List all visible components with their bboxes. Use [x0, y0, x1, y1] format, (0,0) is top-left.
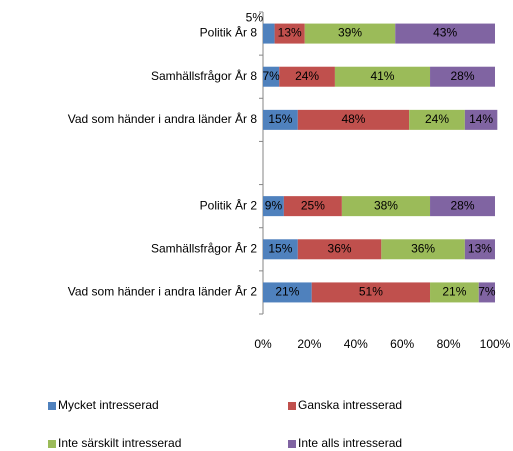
data-label: 13%	[278, 26, 302, 40]
legend-swatch	[48, 402, 56, 410]
category-label: Vad som händer i andra länder År 8	[68, 111, 258, 126]
bar-segment	[464, 109, 498, 130]
bar-segment	[341, 196, 431, 217]
bar-segment	[297, 239, 382, 260]
bar-segment	[274, 23, 305, 44]
legend-swatch	[288, 440, 296, 448]
bar-segment	[430, 282, 479, 303]
x-tick-label: 60%	[390, 337, 414, 351]
data-label: 5%	[246, 11, 264, 25]
bar-segment	[430, 66, 495, 87]
bar-segment	[297, 109, 410, 130]
data-label: 14%	[469, 112, 493, 126]
legend-swatch	[288, 402, 296, 410]
data-label: 25%	[301, 198, 325, 212]
bar-segment	[263, 239, 298, 260]
data-label: 7%	[262, 69, 280, 83]
data-label: 15%	[268, 241, 292, 255]
category-label: Politik År 2	[200, 197, 258, 212]
category-label: Vad som händer i andra länder År 2	[68, 284, 258, 299]
bar-segment	[430, 196, 495, 217]
data-label: 39%	[338, 26, 362, 40]
data-label: 9%	[265, 198, 283, 212]
data-label: 48%	[341, 112, 365, 126]
data-label: 41%	[370, 69, 394, 83]
data-label: 21%	[442, 285, 466, 299]
data-label: 21%	[275, 285, 299, 299]
bar-segment	[279, 66, 335, 87]
data-label: 13%	[468, 241, 492, 255]
bar-segment	[464, 239, 495, 260]
legend-label: Mycket intresserad	[58, 398, 159, 412]
bar-segment	[283, 196, 342, 217]
bar-segment	[334, 66, 431, 87]
data-label: 38%	[374, 198, 398, 212]
bar-segment	[263, 196, 284, 217]
x-tick-label: 0%	[254, 337, 272, 351]
legend-label: Inte särskilt intresserad	[58, 436, 181, 450]
bar-segment	[409, 109, 465, 130]
bar-segment	[263, 109, 298, 130]
legend-label: Inte alls intresserad	[298, 436, 402, 450]
bar-segment	[263, 23, 275, 44]
bar-segment	[263, 282, 312, 303]
legend-swatch	[48, 440, 56, 448]
data-label: 7%	[478, 285, 496, 299]
category-label: Samhällsfrågor År 8	[151, 68, 257, 83]
bar-segment	[478, 282, 495, 303]
legend-label: Ganska intresserad	[298, 398, 402, 412]
data-label: 36%	[411, 241, 435, 255]
data-label: 43%	[433, 26, 457, 40]
x-tick-label: 80%	[437, 337, 461, 351]
data-label: 36%	[328, 241, 352, 255]
category-label: Politik År 8	[200, 25, 258, 40]
x-tick-label: 20%	[297, 337, 321, 351]
bar-segment	[311, 282, 431, 303]
data-label: 24%	[425, 112, 449, 126]
x-tick-label: 100%	[480, 337, 511, 351]
bar-segment	[381, 239, 465, 260]
data-label: 51%	[359, 285, 383, 299]
data-label: 24%	[295, 69, 319, 83]
data-label: 28%	[451, 69, 475, 83]
data-label: 15%	[268, 112, 292, 126]
bar-segment	[395, 23, 495, 44]
bar-segment	[304, 23, 396, 44]
bar-segment	[263, 66, 280, 87]
x-tick-label: 40%	[344, 337, 368, 351]
data-label: 28%	[451, 198, 475, 212]
category-label: Samhällsfrågor År 2	[151, 240, 257, 255]
